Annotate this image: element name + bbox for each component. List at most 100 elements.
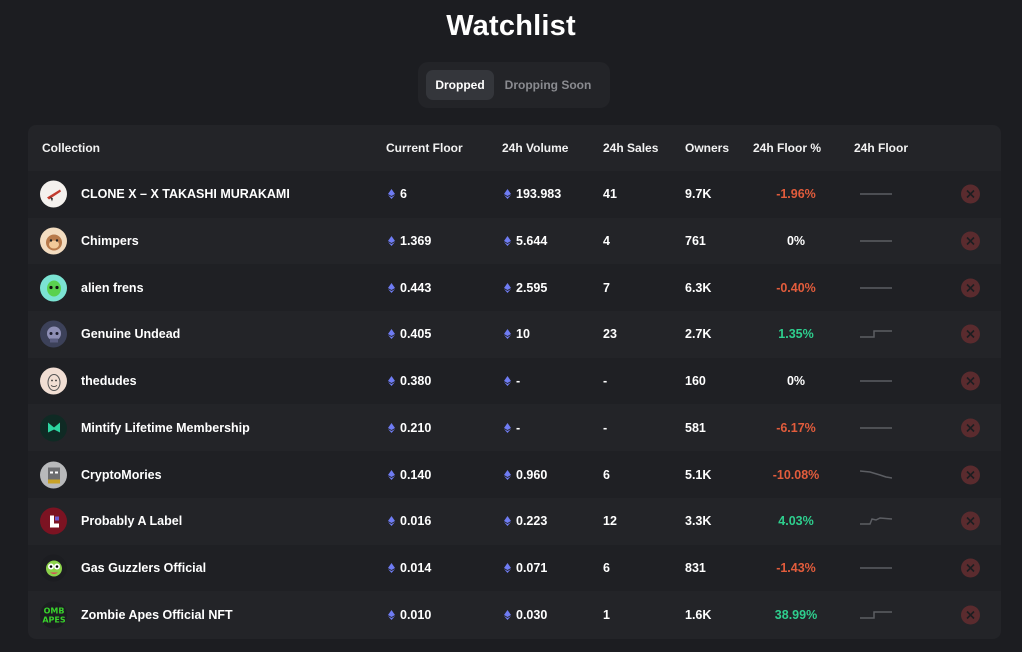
current-floor-cell: 6 (388, 187, 407, 201)
sales-value: 12 (603, 514, 617, 529)
table-row[interactable]: Probably A Label 0.016 0.223 12 3.3K 4.03% (28, 498, 1001, 545)
view-tabs: Dropped Dropping Soon (418, 62, 610, 108)
remove-button[interactable] (961, 465, 980, 485)
column-header-current-floor[interactable]: Current Floor (386, 141, 463, 155)
floor-sparkline (860, 286, 892, 289)
table-row[interactable]: alien frens 0.443 2.595 7 6.3K -0.40% (28, 264, 1001, 312)
collection-name[interactable]: Genuine Undead (81, 327, 181, 342)
table-row[interactable]: Mintify Lifetime Membership 0.210 - - 581 -6.… (28, 405, 1001, 452)
owners-value: 1.6K (685, 607, 712, 622)
owners-value: 9.7K (685, 187, 712, 202)
current-floor-cell: 0.443 (388, 281, 431, 295)
floor-sparkline (860, 610, 892, 619)
table-row[interactable]: Chimpers 1.369 5.644 4 761 0% (28, 218, 1001, 265)
floor-sparkline (860, 193, 892, 196)
clonex-avatar-icon (40, 180, 67, 208)
tab-dropping-soon[interactable]: Dropping Soon (504, 78, 592, 92)
collection-name[interactable]: alien frens (81, 280, 144, 295)
current-floor-cell: 0.014 (388, 561, 431, 575)
volume-cell: 0.030 (504, 608, 547, 622)
volume-value: - (516, 374, 521, 389)
remove-button[interactable] (961, 184, 980, 204)
collection-name[interactable]: Chimpers (81, 234, 139, 249)
eth-icon (388, 469, 395, 480)
tab-dropped[interactable]: Dropped (426, 70, 494, 100)
volume-cell: - (504, 421, 520, 435)
remove-button[interactable] (961, 418, 980, 438)
gas-guzzlers-avatar-icon (40, 554, 67, 582)
table-row[interactable]: Genuine Undead 0.405 10 23 2.7K 1.35% (28, 311, 1001, 358)
floor-change-value: -6.17% (776, 420, 816, 435)
watchlist-table: Collection Current Floor 24h Volume 24h … (28, 125, 1001, 639)
column-header-24h-floor-pct[interactable]: 24h Floor % (753, 141, 822, 155)
table-row[interactable]: CryptoMories 0.140 0.960 6 5.1K -10.08% (28, 451, 1001, 498)
column-header-collection[interactable]: Collection (42, 141, 101, 155)
cryptomories-avatar-icon (40, 461, 67, 489)
current-floor-value: 0.140 (400, 467, 432, 482)
collection-name[interactable]: CLONE X – X TAKASHI MURAKAMI (81, 187, 290, 202)
mintify-avatar-icon (40, 414, 67, 442)
table-row[interactable]: CLONE X – X TAKASHI MURAKAMI 6 193.983 41 9.… (28, 171, 1001, 218)
close-icon (966, 517, 975, 526)
genuine-undead-avatar-icon (40, 320, 67, 348)
current-floor-value: 0.010 (400, 607, 432, 622)
column-header-24h-volume[interactable]: 24h Volume (502, 141, 569, 155)
remove-button[interactable] (961, 371, 980, 391)
current-floor-value: 0.443 (400, 280, 432, 295)
sales-value: - (603, 374, 608, 389)
collection-name[interactable]: Probably A Label (81, 514, 183, 529)
volume-value: 0.960 (516, 467, 548, 482)
sales-value: 23 (603, 327, 617, 342)
column-header-24h-sales[interactable]: 24h Sales (603, 141, 659, 155)
eth-icon (388, 422, 395, 433)
collection-name[interactable]: thedudes (81, 374, 137, 389)
sales-value: 6 (603, 560, 610, 575)
column-header-owners[interactable]: Owners (685, 141, 730, 155)
collection-name[interactable]: Zombie Apes Official NFT (81, 607, 233, 622)
chimpers-avatar-icon (40, 227, 67, 255)
sales-value: 7 (603, 280, 610, 295)
remove-button[interactable] (961, 605, 980, 625)
volume-cell: 5.644 (504, 234, 547, 248)
volume-value: 10 (516, 327, 530, 342)
eth-icon (504, 516, 511, 527)
floor-change-value: 0% (786, 374, 806, 389)
floor-sparkline (860, 469, 892, 479)
table-header: Collection Current Floor 24h Volume 24h … (28, 125, 1001, 171)
floor-change-value: 1.35% (778, 327, 814, 342)
remove-button[interactable] (961, 231, 980, 251)
floor-sparkline (860, 330, 892, 339)
table-row[interactable]: OMB APES Zombie Apes Official NFT 0.010 0.03… (28, 591, 1001, 638)
collection-name[interactable]: Mintify Lifetime Membership (81, 420, 250, 435)
eth-icon (504, 562, 511, 573)
column-header-24h-floor[interactable]: 24h Floor (854, 141, 909, 155)
remove-button[interactable] (961, 558, 980, 578)
volume-value: 5.644 (516, 234, 548, 249)
svg-text:APES: APES (42, 616, 66, 625)
eth-icon (504, 609, 511, 620)
eth-icon (388, 189, 395, 200)
remove-button[interactable] (961, 278, 980, 298)
floor-sparkline (860, 240, 892, 242)
owners-value: 3.3K (685, 514, 712, 529)
floor-change-value: 38.99% (774, 607, 818, 622)
volume-value: 193.983 (516, 187, 562, 202)
eth-icon (388, 609, 395, 620)
sales-value: 4 (603, 234, 610, 249)
current-floor-value: 0.016 (400, 514, 432, 529)
remove-button[interactable] (961, 324, 980, 344)
eth-icon (388, 376, 395, 387)
eth-icon (388, 236, 395, 247)
table-row[interactable]: Gas Guzzlers Official 0.014 0.071 6 831 -1.43… (28, 544, 1001, 592)
volume-cell: - (504, 374, 520, 388)
collection-name[interactable]: CryptoMories (81, 467, 162, 482)
floor-change-value: 0% (786, 234, 806, 249)
close-icon (966, 330, 975, 339)
alien-frens-avatar-icon (40, 274, 67, 302)
table-row[interactable]: thedudes 0.380 - - 160 0% (28, 357, 1001, 405)
current-floor-cell: 0.380 (388, 374, 431, 388)
remove-button[interactable] (961, 511, 980, 531)
current-floor-cell: 0.016 (388, 514, 431, 528)
close-icon (966, 283, 975, 292)
collection-name[interactable]: Gas Guzzlers Official (81, 560, 207, 575)
